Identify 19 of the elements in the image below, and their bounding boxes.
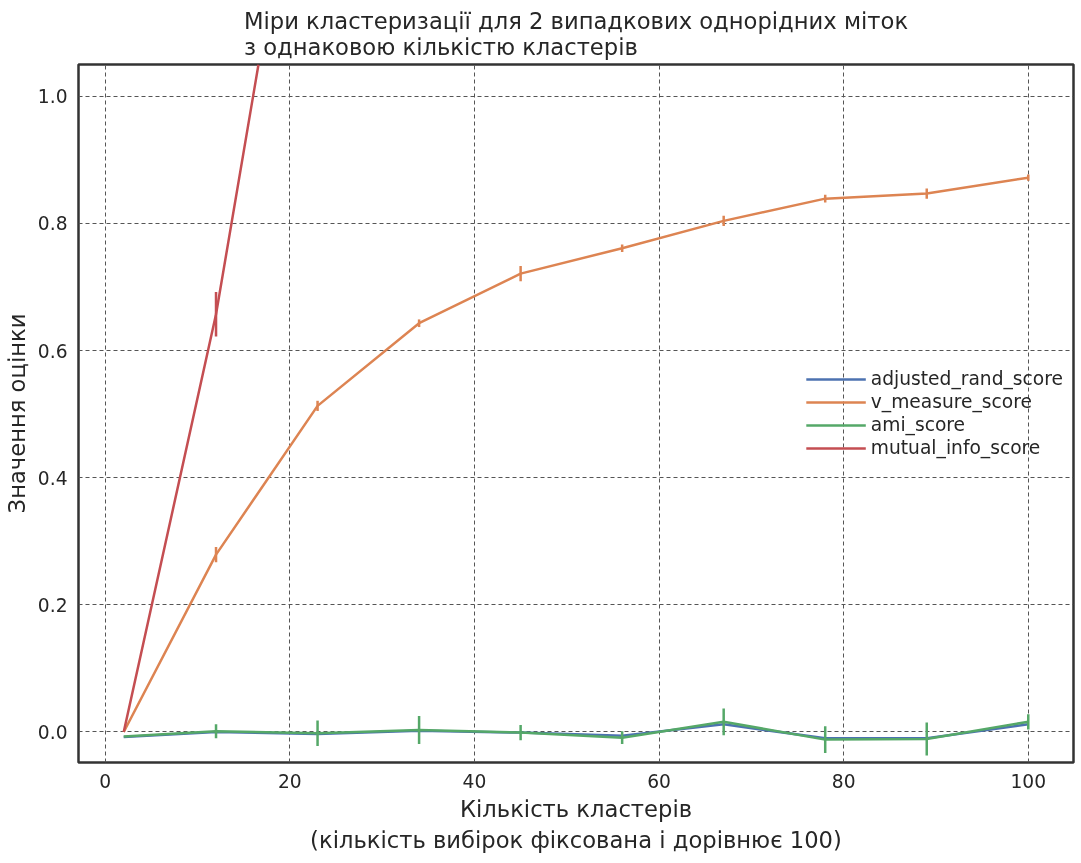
- x-tick-label: 80: [831, 770, 856, 792]
- x-tick-label: 0: [99, 770, 112, 792]
- y-tick-label: 0.4: [37, 467, 68, 489]
- legend-label: adjusted_rand_score: [870, 368, 1063, 389]
- x-axis-title: Кількість кластерів (кількість вибірок фіксована і дорівнює 100): [310, 795, 842, 853]
- y-tick-label: 0.8: [37, 213, 68, 235]
- x-tick-label: 100: [1010, 770, 1047, 792]
- legend-label: v_measure_score: [870, 391, 1032, 412]
- y-tick-label: 0.0: [37, 721, 68, 743]
- y-tick-label: 1.0: [37, 86, 68, 108]
- legend-label: ami_score: [870, 414, 966, 435]
- y-tick-label: 0.6: [37, 340, 68, 362]
- legend-label: mutual_info_score: [870, 437, 1041, 458]
- y-axis-title: Значення оцінки: [3, 313, 30, 514]
- chart-title: Міри кластеризації для 2 випадкових однорідних міток з однаковою кількістю кластерів: [243, 7, 909, 60]
- x-tick-label: 20: [278, 770, 302, 792]
- x-tick-label: 40: [462, 770, 487, 792]
- y-tick-label: 0.2: [37, 594, 68, 616]
- x-tick-label: 60: [647, 770, 671, 792]
